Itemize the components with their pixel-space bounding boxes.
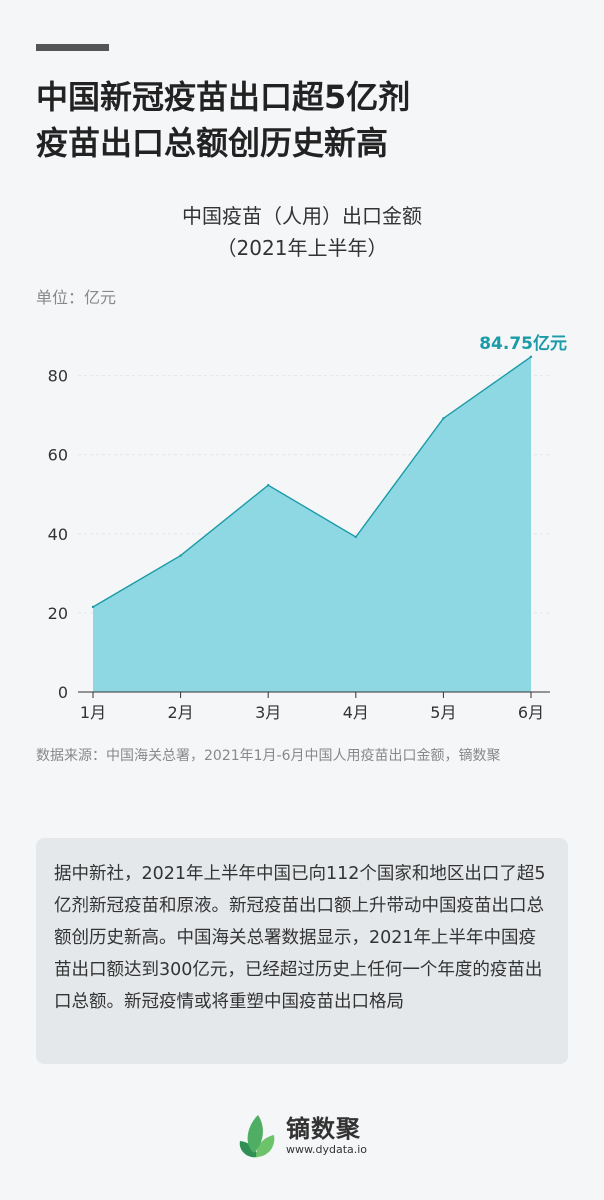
leaf-logo-icon <box>239 1115 275 1158</box>
chart-title-line-1: 中国疫苗（人用）出口金额 <box>182 204 422 228</box>
chart-title-line-2: （2021年上半年） <box>216 236 388 260</box>
brand-url: www.dydata.io <box>286 1143 368 1156</box>
series-line <box>92 356 532 608</box>
area-chart: 1月 2月 3月 4月 5月 6月 0 20 40 60 80 84.75亿元 <box>48 333 567 722</box>
area-fill <box>93 356 531 692</box>
unit-label: 单位：亿元 <box>36 288 117 307</box>
headline: 中国新冠疫苗出口超5亿剂 疫苗出口总额创历史新高 <box>36 74 576 166</box>
brand: 镝数聚 www.dydata.io <box>234 1106 367 1166</box>
brand-name: 镝数聚 <box>286 1115 361 1143</box>
y-tick-label: 60 <box>48 446 68 465</box>
source-note: 数据来源：中国海关总署，2021年1月-6月中国人用疫苗出口金额，镝数聚 <box>36 748 501 764</box>
headline-line-2: 疫苗出口总额创历史新高 <box>36 124 389 162</box>
data-point <box>354 535 357 539</box>
x-tick-label: 5月 <box>430 703 456 722</box>
accent-bar <box>36 44 109 51</box>
x-tick-label: 1月 <box>80 703 106 722</box>
data-point <box>91 605 95 609</box>
y-tick-label: 80 <box>48 367 68 386</box>
data-point <box>267 483 270 487</box>
x-tick-label: 4月 <box>343 703 369 722</box>
data-point <box>529 355 533 359</box>
y-tick-label: 40 <box>48 525 68 544</box>
x-tick-label: 3月 <box>255 703 281 722</box>
chart-title: 中国疫苗（人用）出口金额 （2021年上半年） <box>0 200 604 264</box>
headline-line-1: 中国新冠疫苗出口超5亿剂 <box>36 78 411 116</box>
y-tick-label: 0 <box>58 683 68 702</box>
peak-annotation: 84.75亿元 <box>479 333 567 354</box>
data-point <box>179 554 182 557</box>
x-tick-label: 6月 <box>518 703 544 722</box>
description-text: 据中新社，2021年上半年中国已向112个国家和地区出口了超5亿剂新冠疫苗和原液… <box>54 864 546 1012</box>
data-point <box>442 417 445 420</box>
description-box: 据中新社，2021年上半年中国已向112个国家和地区出口了超5亿剂新冠疫苗和原液… <box>36 838 568 1064</box>
y-tick-label: 20 <box>48 604 68 623</box>
x-tick-label: 2月 <box>168 703 194 722</box>
